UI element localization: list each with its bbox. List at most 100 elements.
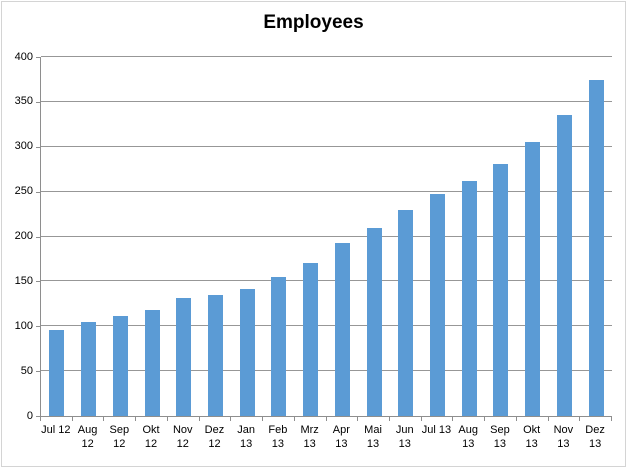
bar-Sep 13 bbox=[493, 163, 509, 416]
y-tick bbox=[36, 101, 40, 103]
bar-slot bbox=[200, 57, 232, 416]
y-tick bbox=[36, 326, 40, 328]
x-axis-label-Okt 13: Okt 13 bbox=[523, 424, 541, 450]
gridline-150 bbox=[41, 280, 612, 282]
y-axis-label-0: 0 bbox=[26, 409, 33, 422]
bar-Nov 12 bbox=[176, 298, 192, 416]
x-axis-label-Mrz 13: Mrz 13 bbox=[300, 424, 319, 450]
bar-Aug 12 bbox=[81, 321, 97, 416]
bar-Sep 12 bbox=[112, 316, 128, 416]
x-axis-label-Apr 13: Apr 13 bbox=[332, 424, 350, 450]
bar-slot bbox=[485, 57, 517, 416]
x-tick bbox=[198, 417, 200, 421]
x-axis-label-Feb 13: Feb 13 bbox=[268, 424, 288, 450]
y-axis-label-150: 150 bbox=[14, 274, 33, 287]
x-axis-label-Dez 13: Dez 13 bbox=[585, 424, 605, 450]
gridline-200 bbox=[41, 235, 612, 237]
x-axis-label-Aug 12: Aug 12 bbox=[77, 424, 98, 450]
bar-slot bbox=[326, 57, 358, 416]
x-axis-label-Jun 13: Jun 13 bbox=[395, 424, 414, 450]
x-tick bbox=[547, 417, 549, 421]
x-tick bbox=[166, 417, 168, 421]
x-axis-labels: Jul 12 Aug 12 Sep 12 Okt 12 Nov 12 Dez 12 Jan 13 Feb… bbox=[40, 423, 611, 451]
y-tick bbox=[36, 236, 40, 238]
bar-slot bbox=[73, 57, 105, 416]
x-tick bbox=[262, 417, 264, 421]
bar-Dez 12 bbox=[207, 294, 223, 416]
bar-series bbox=[41, 57, 612, 416]
bar-slot bbox=[231, 57, 263, 416]
bar-slot bbox=[580, 57, 612, 416]
gridline-300 bbox=[41, 145, 612, 147]
x-axis-label-Okt 12: Okt 12 bbox=[142, 424, 160, 450]
bar-Okt 13 bbox=[525, 142, 541, 416]
x-axis-label-Aug 13: Aug 13 bbox=[458, 424, 478, 450]
x-tick bbox=[135, 417, 137, 421]
x-tick bbox=[611, 417, 612, 421]
y-tick bbox=[36, 416, 40, 417]
y-axis-label-350: 350 bbox=[14, 95, 33, 108]
x-axis-label-Nov 12: Nov 12 bbox=[172, 424, 193, 450]
gridline-350 bbox=[41, 100, 612, 102]
x-tick bbox=[420, 417, 422, 421]
bar-Mrz 13 bbox=[303, 263, 319, 416]
x-tick bbox=[357, 417, 359, 421]
bar-slot bbox=[168, 57, 200, 416]
bar-slot bbox=[517, 57, 549, 416]
bar-Aug 13 bbox=[461, 180, 477, 416]
bar-Okt 12 bbox=[144, 310, 160, 416]
x-axis-label-Sep 12: Sep 12 bbox=[109, 424, 130, 450]
bar-slot bbox=[453, 57, 485, 416]
gridline-100 bbox=[41, 325, 612, 327]
y-axis-label-250: 250 bbox=[14, 185, 33, 198]
x-tick bbox=[515, 417, 517, 421]
bar-slot bbox=[295, 57, 327, 416]
bar-slot bbox=[41, 57, 73, 416]
y-tick bbox=[36, 146, 40, 148]
bar-Jan 13 bbox=[239, 288, 255, 416]
y-axis-label-400: 400 bbox=[14, 50, 33, 63]
bar-slot bbox=[422, 57, 454, 416]
bar-Feb 13 bbox=[271, 276, 287, 416]
bar-slot bbox=[263, 57, 295, 416]
x-tick bbox=[293, 417, 295, 421]
x-tick bbox=[40, 417, 41, 421]
x-axis-label-Nov 13: Nov 13 bbox=[553, 424, 574, 450]
chart-title: Employees bbox=[263, 12, 364, 33]
x-tick bbox=[103, 417, 105, 421]
x-axis-label-Jan 13: Jan 13 bbox=[237, 424, 256, 450]
y-axis-label-100: 100 bbox=[14, 319, 33, 332]
y-tick bbox=[36, 281, 40, 283]
x-tick bbox=[325, 417, 327, 421]
x-tick bbox=[579, 417, 581, 421]
x-tick bbox=[388, 417, 390, 421]
gridline-400 bbox=[41, 56, 612, 57]
gridline-50 bbox=[41, 370, 612, 372]
x-axis-label-Jul 12: Jul 12 bbox=[41, 424, 71, 436]
bar-Mai 13 bbox=[366, 227, 382, 416]
bar-Jun 13 bbox=[398, 209, 414, 416]
bar-slot bbox=[104, 57, 136, 416]
bar-slot bbox=[358, 57, 390, 416]
x-tick bbox=[452, 417, 454, 421]
x-axis-label-Sep 13: Sep 13 bbox=[490, 424, 510, 450]
x-tick bbox=[71, 417, 73, 421]
y-tick bbox=[36, 371, 40, 373]
x-axis-label-Mai 13: Mai 13 bbox=[364, 424, 382, 450]
bar-slot bbox=[390, 57, 422, 416]
bar-Dez 13 bbox=[588, 80, 604, 416]
x-tick bbox=[230, 417, 232, 421]
bar-slot bbox=[549, 57, 581, 416]
y-axis-label-50: 50 bbox=[20, 364, 33, 377]
plot-area bbox=[40, 56, 612, 417]
y-axis-label-300: 300 bbox=[14, 140, 33, 153]
bar-Nov 13 bbox=[556, 115, 572, 416]
x-axis-label-Jul 13: Jul 13 bbox=[421, 424, 452, 436]
bar-slot bbox=[136, 57, 168, 416]
gridline-250 bbox=[41, 190, 612, 192]
y-tick bbox=[36, 57, 40, 58]
y-tick bbox=[36, 191, 40, 193]
bar-Jul 13 bbox=[429, 194, 445, 416]
bar-Jul 12 bbox=[49, 329, 65, 416]
